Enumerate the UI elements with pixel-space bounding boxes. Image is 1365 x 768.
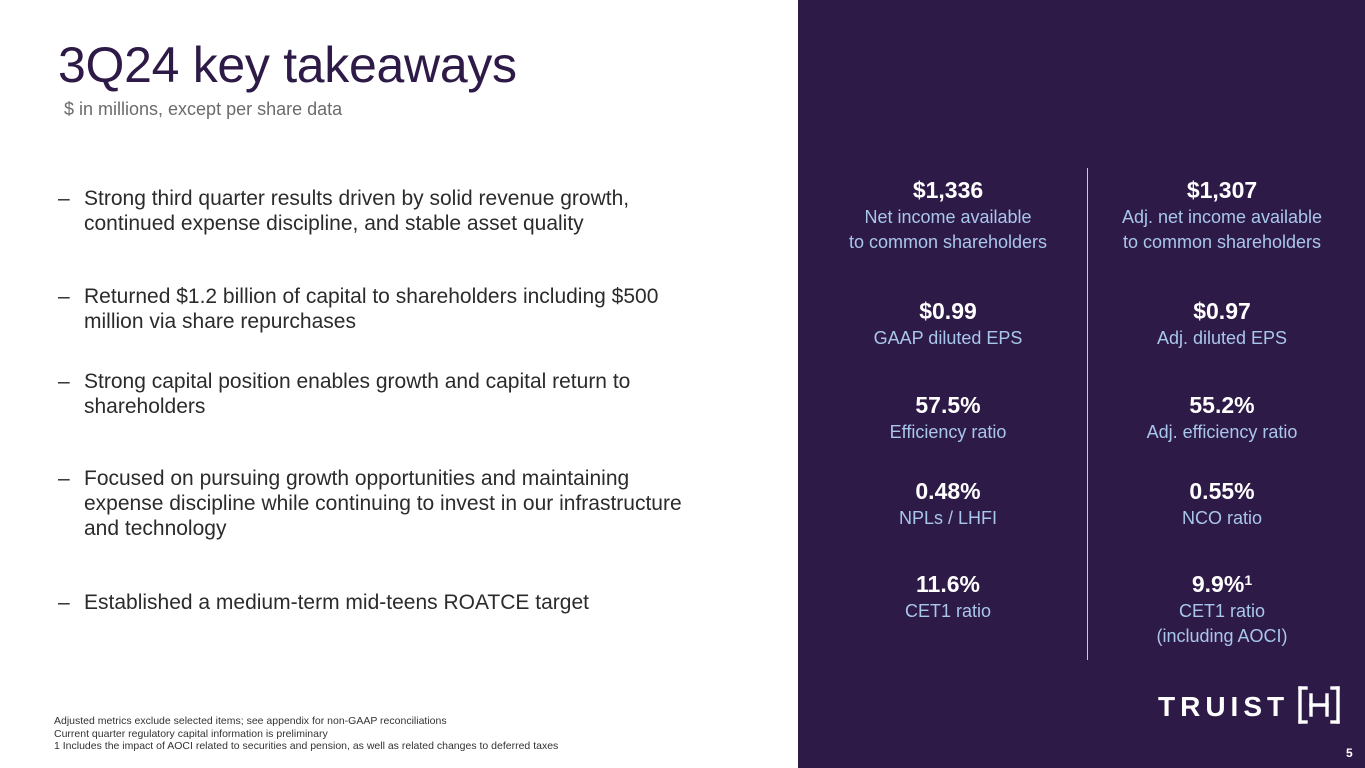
- footnotes: Adjusted metrics exclude selected items;…: [54, 715, 558, 753]
- takeaway-item: – Strong third quarter results driven by…: [58, 186, 708, 236]
- column-divider: [1087, 168, 1088, 660]
- metric-gaap-eps: $0.99 GAAP diluted EPS: [818, 297, 1078, 351]
- truist-h-mark-icon: [1297, 685, 1341, 729]
- metric-efficiency-ratio: 57.5% Efficiency ratio: [818, 391, 1078, 445]
- takeaway-text: Strong capital position enables growth a…: [84, 370, 631, 418]
- takeaway-text: Established a medium-term mid-teens ROAT…: [84, 591, 589, 614]
- takeaway-item: – Established a medium-term mid-teens RO…: [58, 590, 708, 615]
- metric-value: $0.99: [919, 298, 977, 324]
- metric-label: Efficiency ratio: [889, 422, 1007, 442]
- metric-value: 0.48%: [915, 478, 981, 504]
- page-title: 3Q24 key takeaways: [58, 37, 517, 93]
- metric-nco-ratio: 0.55% NCO ratio: [1092, 477, 1352, 531]
- footnote: Adjusted metrics exclude selected items;…: [54, 715, 447, 727]
- takeaway-item: – Focused on pursuing growth opportuniti…: [58, 466, 708, 541]
- bullet-dash: –: [58, 285, 70, 308]
- metric-adj-net-income: $1,307 Adj. net income available to comm…: [1092, 176, 1352, 254]
- metrics-panel: $1,336 Net income available to common sh…: [798, 0, 1365, 768]
- metric-adj-diluted-eps: $0.97 Adj. diluted EPS: [1092, 297, 1352, 351]
- metric-cet1-ratio: 11.6% CET1 ratio: [818, 570, 1078, 624]
- metric-value: 55.2%: [1189, 392, 1255, 418]
- bullet-dash: –: [58, 187, 70, 210]
- bullet-dash: –: [58, 591, 70, 614]
- footnote: 1 Includes the impact of AOCI related to…: [54, 740, 559, 752]
- footnote-marker: 1: [1244, 572, 1253, 588]
- takeaway-item: – Returned $1.2 billion of capital to sh…: [58, 284, 708, 334]
- takeaway-item: – Strong capital position enables growth…: [58, 369, 708, 419]
- bullet-dash: –: [58, 467, 70, 490]
- bullet-dash: –: [58, 370, 70, 393]
- metric-label: Adj. net income available to common shar…: [1121, 207, 1323, 252]
- footnote: Current quarter regulatory capital infor…: [54, 727, 328, 740]
- metric-label: Adj. efficiency ratio: [1146, 422, 1298, 442]
- page-subtitle: $ in millions, except per share data: [64, 99, 343, 119]
- metric-value: 0.55%: [1189, 478, 1255, 504]
- takeaway-text: Returned $1.2 billion of capital to shar…: [84, 285, 659, 333]
- metric-label: CET1 ratio (including AOCI): [1156, 601, 1288, 646]
- truist-logo: TRUIST: [1158, 685, 1341, 729]
- metric-label: NCO ratio: [1181, 508, 1262, 528]
- metric-label: NPLs / LHFI: [898, 508, 998, 528]
- metric-value: 9.9%1: [1191, 571, 1253, 597]
- metric-label: CET1 ratio: [904, 601, 992, 621]
- metric-value: 11.6%: [916, 571, 980, 597]
- metric-label: Net income available to common sharehold…: [848, 207, 1048, 252]
- metric-npls-lhfi: 0.48% NPLs / LHFI: [818, 477, 1078, 531]
- metric-value: $1,336: [912, 177, 984, 203]
- metric-adj-efficiency-ratio: 55.2% Adj. efficiency ratio: [1092, 391, 1352, 445]
- metric-label: Adj. diluted EPS: [1156, 328, 1288, 348]
- metric-cet1-incl-aoci: 9.9%1 CET1 ratio (including AOCI): [1092, 570, 1352, 648]
- metric-value: 57.5%: [915, 392, 981, 418]
- metric-value: $1,307: [1186, 177, 1258, 203]
- metric-net-income: $1,336 Net income available to common sh…: [818, 176, 1078, 254]
- takeaway-text: Focused on pursuing growth opportunities…: [84, 467, 682, 540]
- logo-wordmark: TRUIST: [1158, 691, 1290, 722]
- metric-value: $0.97: [1193, 298, 1251, 324]
- takeaway-text: Strong third quarter results driven by s…: [84, 187, 630, 235]
- page-number: 5: [1346, 746, 1353, 760]
- metric-label: GAAP diluted EPS: [873, 328, 1023, 348]
